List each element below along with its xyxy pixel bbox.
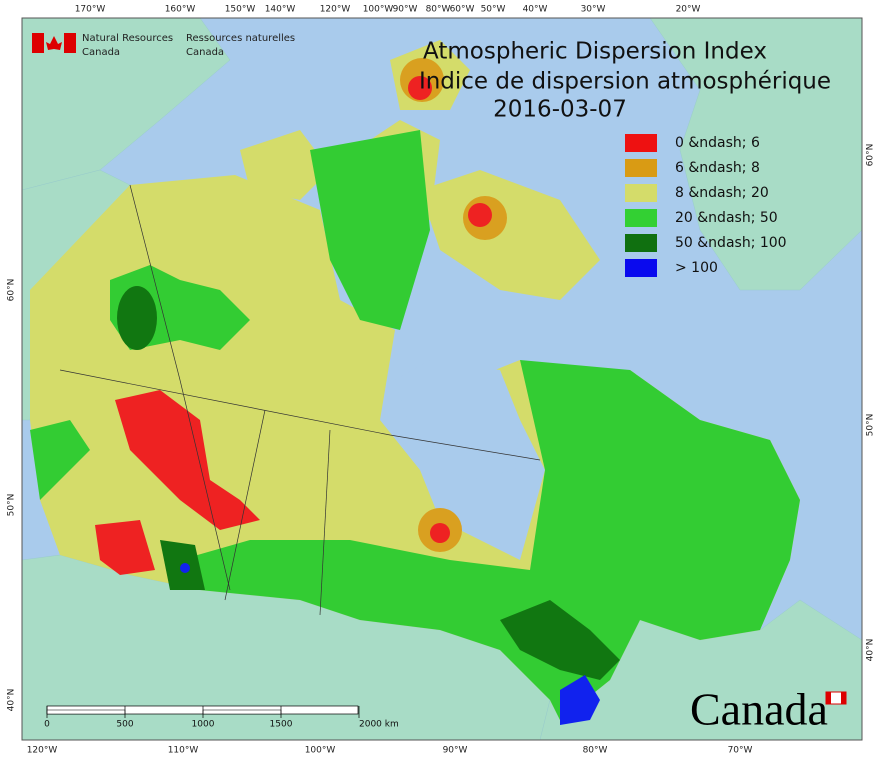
- zone-red: [468, 203, 492, 227]
- legend-swatch: [625, 234, 657, 252]
- map-title: Indice de dispersion atmosphérique: [419, 69, 831, 95]
- graticule-label: 120°W: [320, 5, 351, 15]
- zone-red: [430, 523, 450, 543]
- legend-swatch: [625, 259, 657, 277]
- legend-swatch: [625, 134, 657, 152]
- flag-bar: [32, 33, 44, 53]
- graticule-label: 100°W: [305, 746, 336, 756]
- scale-seg: [202, 709, 282, 715]
- zone-green-south: [180, 360, 800, 720]
- legend-swatch: [625, 184, 657, 202]
- graticule-label: 50°W: [481, 5, 506, 15]
- legend-label: 0 &ndash; 6: [675, 135, 760, 151]
- zone-blue-ontario: [560, 675, 600, 725]
- legend-swatch: [625, 209, 657, 227]
- graticule-label: 30°W: [581, 5, 606, 15]
- graticule-label: 60°N: [7, 279, 17, 302]
- legend-label: 50 &ndash; 100: [675, 235, 787, 251]
- scale-label: 2000 km: [359, 720, 399, 730]
- legend-label: 6 &ndash; 8: [675, 160, 760, 176]
- graticule-label: 170°W: [75, 5, 106, 15]
- legend-label: > 100: [675, 260, 718, 276]
- agency-en: Natural Resources: [82, 33, 173, 44]
- zone-green: [310, 130, 430, 330]
- graticule-label: 110°W: [168, 746, 199, 756]
- graticule-label: 150°W: [225, 5, 256, 15]
- zone-darkgreen-ontario: [500, 600, 620, 680]
- hudson-bay: [395, 360, 520, 480]
- wordmark-flag-bar: [841, 692, 846, 704]
- scale-label: 1000: [192, 720, 215, 730]
- logo: [32, 33, 76, 53]
- island: [240, 130, 330, 200]
- graticule-label: 80°W: [583, 746, 608, 756]
- scale-label: 1500: [270, 720, 293, 730]
- graticule-label: 40°N: [866, 639, 876, 662]
- scale-label: 0: [44, 720, 50, 730]
- flag-bar: [64, 33, 76, 53]
- graticule-label: 90°W: [393, 5, 418, 15]
- zone-red-bc: [95, 520, 155, 575]
- zone-red: [408, 76, 432, 100]
- graticule-label: 60°N: [866, 144, 876, 167]
- zone-blue: [180, 563, 190, 573]
- graticule-label: 20°W: [676, 5, 701, 15]
- graticule-label: 50°N: [866, 414, 876, 437]
- graticule-label: 160°W: [165, 5, 196, 15]
- graticule-label: 70°W: [728, 746, 753, 756]
- zone-red-alberta: [115, 390, 260, 530]
- agency-en: Canada: [82, 47, 120, 58]
- map-title: 2016-03-07: [493, 97, 627, 123]
- legend-swatch: [625, 159, 657, 177]
- maple-leaf: [46, 36, 62, 50]
- wordmark-text: Canada: [690, 684, 828, 735]
- graticule-label: 80°W: [426, 5, 451, 15]
- graticule-label: 40°N: [7, 689, 17, 712]
- wordmark-flag-bar: [826, 692, 831, 704]
- map-title: Atmospheric Dispersion Index: [423, 39, 767, 65]
- baffin-island: [420, 170, 600, 300]
- graticule-label: 120°W: [27, 746, 58, 756]
- wordmark: Canada: [690, 684, 847, 735]
- province-border: [319, 429, 331, 616]
- graticule-label: 140°W: [265, 5, 296, 15]
- agency-fr: Canada: [186, 47, 224, 58]
- province-border: [129, 184, 231, 591]
- scale-bar: [46, 705, 359, 715]
- legend-label: 20 &ndash; 50: [675, 210, 778, 226]
- scale-label: 500: [116, 720, 133, 730]
- province-border: [59, 369, 541, 461]
- graticule-label: 100°W: [363, 5, 394, 15]
- zone-darkgreen: [117, 286, 157, 350]
- agency-fr: Ressources naturelles: [186, 33, 295, 44]
- map: [21, 17, 863, 741]
- graticule-label: 90°W: [443, 746, 468, 756]
- graticule-label: 50°N: [7, 494, 17, 517]
- scale-seg: [46, 709, 126, 715]
- province-border: [224, 409, 266, 601]
- zone-green-bc: [30, 420, 90, 500]
- map-frame: [21, 17, 863, 741]
- graticule-label: 40°W: [523, 5, 548, 15]
- graticule-label: 60°W: [450, 5, 475, 15]
- legend-label: 8 &ndash; 20: [675, 185, 769, 201]
